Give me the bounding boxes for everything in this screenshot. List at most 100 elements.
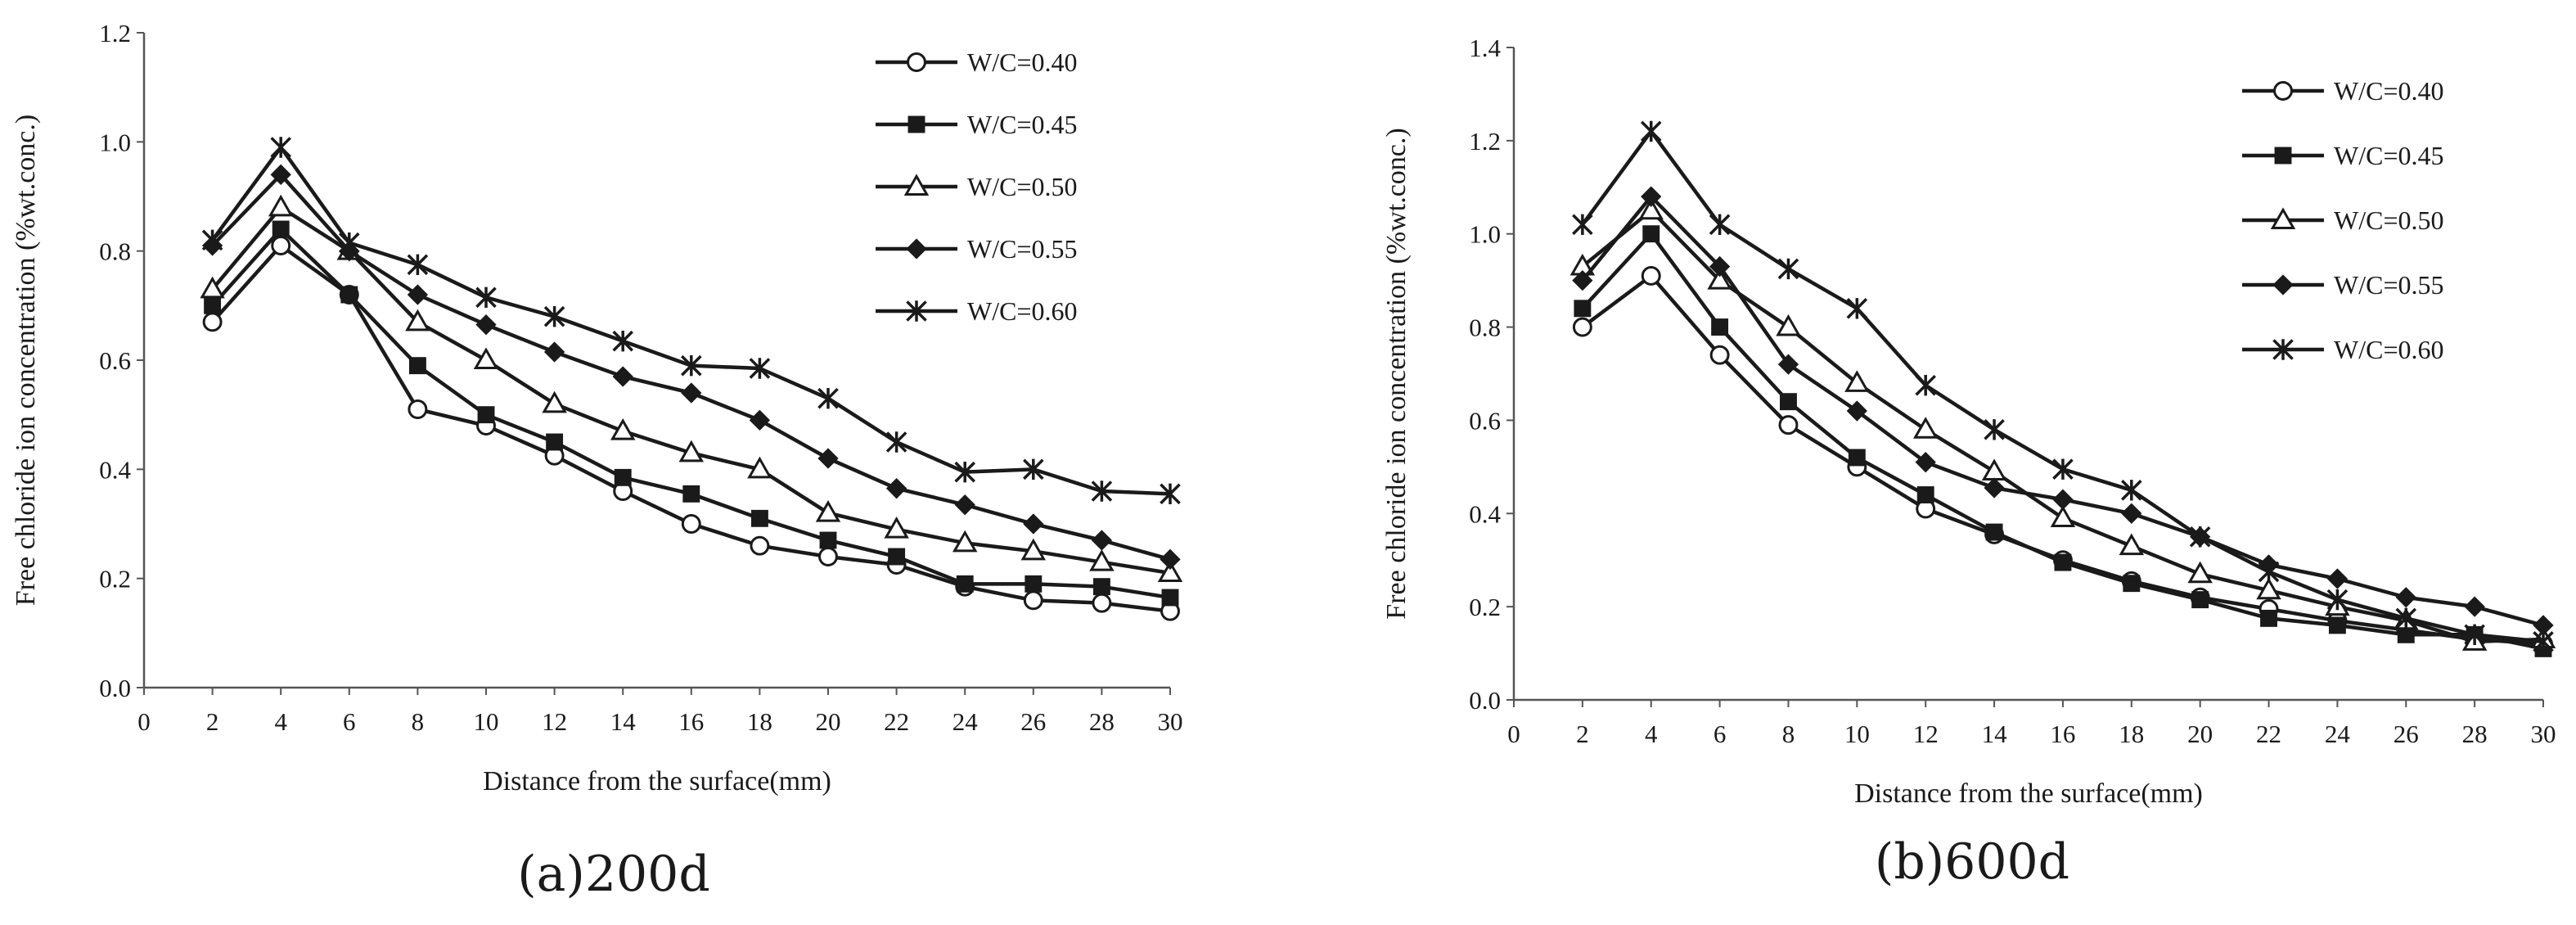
data-point [271,236,291,255]
y-axis-title: Free chloride ion concentration (%wt.con… [1381,128,1412,619]
data-point [681,382,702,404]
legend-label: W/C=0.60 [2334,335,2443,364]
data-point [204,296,222,314]
caption-b: (b)600d [1875,833,2069,891]
legend-label: W/C=0.45 [967,110,1077,139]
data-point [2533,615,2554,636]
legend-marker [903,174,930,196]
data-point [1640,120,1662,142]
data-point [542,390,567,413]
data-point [682,485,700,503]
data-point [954,494,975,516]
legend-label: W/C=0.50 [967,172,1077,201]
data-point [473,347,499,369]
legend-label: W/C=0.55 [2334,270,2443,300]
x-tick-label: 30 [2531,720,2556,748]
data-point [681,514,701,534]
data-point [1985,523,2003,541]
data-point [1709,255,1731,278]
y-tick-label: 1.0 [1469,220,1501,249]
x-tick-label: 22 [884,707,909,736]
legend-marker [2274,147,2292,165]
x-tick-label: 0 [137,707,151,736]
data-point [678,440,705,463]
data-point [1161,589,1179,607]
data-point [2256,577,2281,600]
data-point [407,254,429,276]
data-point [749,409,771,431]
data-point [1641,186,1662,207]
y-tick-label: 0.8 [99,237,131,266]
x-tick-label: 18 [747,707,772,736]
data-point [750,509,768,527]
y-tick-label: 1.0 [99,128,131,156]
data-point [2397,625,2415,643]
x-tick-label: 6 [343,707,356,736]
legend-label: W/C=0.40 [967,47,1077,77]
data-point [2123,575,2141,593]
data-point [270,137,291,158]
data-point [1023,513,1044,535]
legend-marker [2272,274,2294,296]
legend-marker [907,52,926,72]
data-point [815,499,841,522]
y-tick-label: 0.6 [1469,406,1501,435]
data-point [2050,505,2076,527]
data-point [884,516,909,539]
caption-a: (a)200d [517,846,710,903]
x-tick-label: 26 [1020,707,1046,736]
data-point [1023,458,1044,481]
x-tick-label: 8 [1782,720,1795,748]
data-point [477,406,495,424]
x-tick-label: 24 [952,707,979,736]
data-point [1089,548,1115,571]
x-tick-label: 6 [1714,720,1727,748]
data-point [2191,591,2209,609]
data-point [1023,590,1043,611]
data-point [1091,530,1113,551]
x-tick-label: 16 [2050,720,2075,748]
x-tick-label: 4 [1645,720,1658,748]
data-point [405,309,430,332]
data-point [818,547,838,566]
legend-label: W/C=0.40 [2334,76,2443,106]
data-point [408,357,426,375]
data-point [2326,568,2349,589]
data-point [1641,266,1661,286]
legend-label: W/C=0.55 [967,234,1077,264]
x-tick-label: 26 [2394,720,2419,748]
data-point [2119,533,2145,556]
data-point [2121,503,2142,524]
legend-marker [907,115,925,133]
data-point [270,164,291,185]
data-point [2326,589,2349,611]
data-point [1572,317,1592,337]
x-tick-label: 2 [206,707,219,736]
chart-a: 0 2 4 6 8 10 12 14 16 18 20 22 24 26 28 300.00.20.40.60… [11,19,1183,796]
data-point [1777,258,1799,280]
data-point [1638,197,1664,220]
data-point [1091,481,1113,502]
data-point [2052,489,2074,510]
data-point [1844,370,1870,392]
x-tick-label: 22 [2256,720,2281,748]
data-point [956,575,974,593]
data-point [201,229,223,251]
data-point [2052,458,2074,480]
data-point [1780,393,1797,411]
x-tick-label: 28 [1089,707,1115,736]
data-point [339,232,360,254]
y-tick-label: 0.4 [1469,499,1501,528]
y-axis-title: Free chloride ion concentration (%wt.con… [11,115,41,606]
data-point [475,287,497,309]
data-point [2054,553,2072,571]
data-point [2260,609,2277,627]
data-point [1707,267,1732,290]
y-tick-label: 0.6 [99,346,131,375]
y-tick-label: 0.0 [1469,686,1501,715]
data-point [2187,561,2213,584]
data-point [747,456,772,479]
x-tick-label: 18 [2119,720,2144,748]
